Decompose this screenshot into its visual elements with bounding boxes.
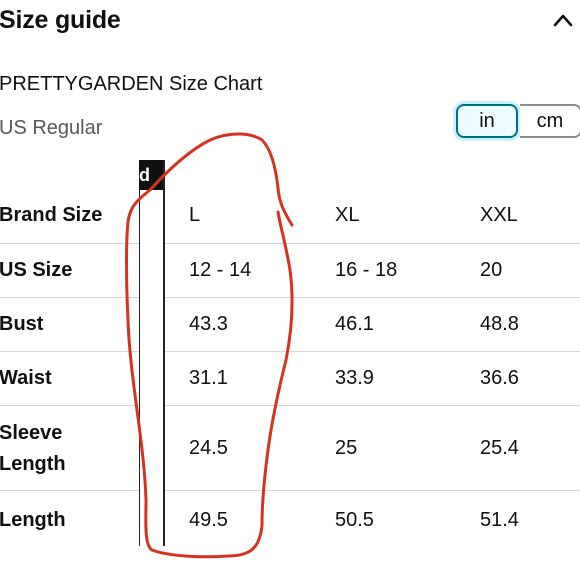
row-header-us-size: US Size — [0, 259, 73, 281]
unit-in-button[interactable]: in — [456, 104, 518, 138]
size-region: US Regular — [0, 117, 103, 139]
cell-length-xl: 50.5 — [335, 509, 374, 531]
row-header-bust: Bust — [0, 313, 44, 335]
cell-bust-xl: 46.1 — [335, 313, 374, 335]
row-header-sleeve-length-line1: Sleeve — [0, 422, 63, 444]
row-header-length: Length — [0, 509, 66, 531]
table-row: US Size 12 - 14 16 - 18 20 — [0, 244, 580, 298]
cell-sleeve-length-xl: 25 — [335, 437, 358, 459]
cell-waist-l: 31.1 — [189, 367, 228, 389]
chevron-up-icon[interactable] — [552, 12, 574, 28]
cell-waist-xxl: 36.6 — [480, 367, 519, 389]
table-row: Length 49.5 50.5 51.4 — [0, 491, 580, 547]
cell-us-size-l: 12 - 14 — [189, 259, 252, 281]
table-row: Bust 43.3 46.1 48.8 — [0, 298, 580, 352]
table-row: Sleeve Length 24.5 25 25.4 — [0, 406, 580, 491]
cell-brand-size-xxl: XXL — [480, 204, 518, 226]
cell-bust-xxl: 48.8 — [480, 313, 519, 335]
row-header-sleeve-length-line2: Length — [0, 453, 66, 475]
sticky-column-header: d — [139, 160, 163, 190]
cell-us-size-xxl: 20 — [480, 259, 503, 281]
size-chart-name: PRETTYGARDEN Size Chart — [0, 73, 263, 95]
cell-brand-size-l: L — [189, 204, 201, 226]
sticky-column-shadow — [139, 160, 165, 546]
cell-us-size-xl: 16 - 18 — [335, 259, 398, 281]
cell-length-xxl: 51.4 — [480, 509, 519, 531]
unit-cm-button[interactable]: cm — [520, 104, 580, 138]
sticky-column-divider — [139, 190, 140, 546]
table-row: Brand Size L XL XXL — [0, 188, 580, 244]
cell-waist-xl: 33.9 — [335, 367, 374, 389]
cell-sleeve-length-l: 24.5 — [189, 437, 228, 459]
table-row: Waist 31.1 33.9 36.6 — [0, 352, 580, 406]
row-header-brand-size: Brand Size — [0, 204, 103, 226]
page-title: Size guide — [0, 6, 121, 34]
cell-bust-l: 43.3 — [189, 313, 228, 335]
cell-brand-size-xl: XL — [335, 204, 360, 226]
cell-length-l: 49.5 — [189, 509, 228, 531]
row-header-waist: Waist — [0, 367, 52, 389]
cell-sleeve-length-xxl: 25.4 — [480, 437, 519, 459]
sticky-column-header-fragment: d — [139, 165, 150, 185]
